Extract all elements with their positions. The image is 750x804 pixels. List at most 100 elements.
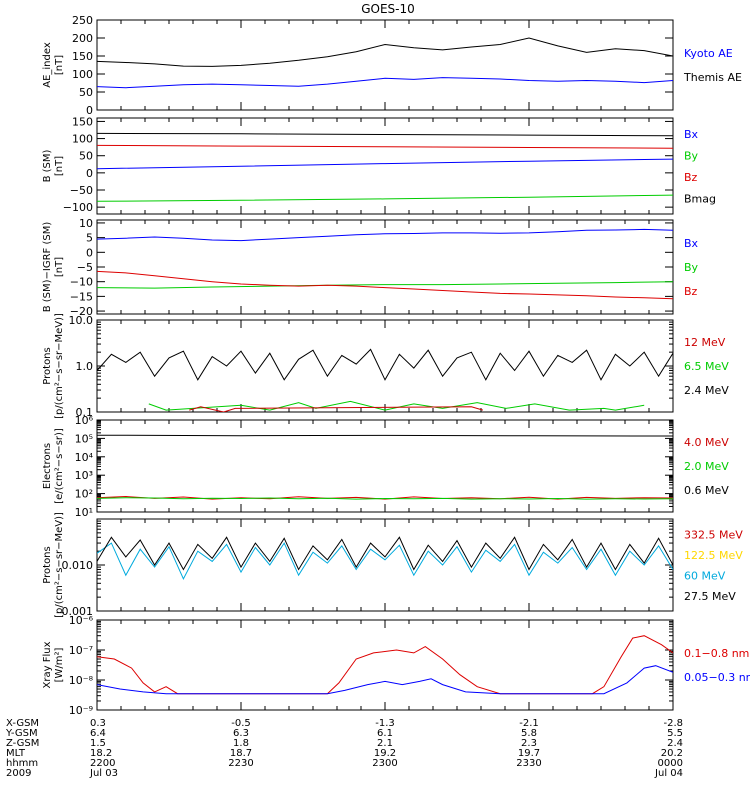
y-axis-label: Electrons: [42, 443, 53, 489]
series-line: [148, 400, 645, 411]
y-axis-label: Xray Flux: [42, 641, 53, 688]
panel-2: [96, 117, 674, 215]
y-tick-label: 0: [86, 246, 93, 259]
series-line: [97, 132, 673, 137]
ephemeris-value: Jul 04: [654, 768, 683, 779]
plot-title: GOES-10: [361, 2, 415, 16]
panel-6-frame: [96, 518, 674, 612]
series-line: [97, 348, 673, 381]
ephemeris-row-label: 2009: [6, 768, 31, 779]
ephemeris-value: -2.1: [519, 718, 539, 729]
ephemeris-value: 5.8: [521, 728, 537, 739]
series-line: [97, 37, 673, 67]
panel-7-frame: [96, 619, 674, 711]
y-axis-label: [nT]: [54, 156, 65, 176]
y-tick-label: 50: [79, 86, 93, 99]
legend-label: 60 MeV: [684, 569, 726, 582]
series-line: [97, 228, 673, 242]
y-tick-label: 10³: [75, 469, 93, 482]
legend-label: Bz: [684, 285, 698, 298]
series-line: [97, 536, 673, 571]
y-tick-label: 0: [86, 104, 93, 117]
ephemeris-value: 6.3: [233, 728, 249, 739]
y-tick-label: 10²: [75, 488, 93, 501]
series-line: [97, 281, 673, 289]
y-axis-label: [p/(cm²−s−sr−MeV)]: [54, 512, 65, 618]
series-line: [97, 144, 673, 149]
y-axis-label: Protons: [42, 347, 53, 384]
y-axis-label: [nT]: [54, 257, 65, 277]
ephemeris-value: 2.4: [667, 738, 683, 749]
y-tick-label: −100: [63, 201, 93, 214]
panel-1: [96, 19, 674, 111]
y-tick-label: 10¹: [75, 506, 93, 519]
ephemeris-row-label: MLT: [6, 748, 26, 759]
legend-label: 4.0 MeV: [684, 436, 729, 449]
y-tick-label: −5: [77, 261, 93, 274]
ephemeris-row-label: Y-GSM: [5, 728, 38, 739]
legend-label: 2.0 MeV: [684, 460, 729, 473]
y-tick-label: 10.0: [69, 314, 94, 327]
panel-1-frame: [96, 19, 674, 111]
y-tick-label: 0.1: [76, 406, 94, 419]
panel-4-frame: [96, 319, 674, 413]
legend-label: By: [684, 261, 699, 274]
y-tick-label: −10: [70, 276, 93, 289]
legend-label: 0.6 MeV: [684, 484, 729, 497]
series-line: [97, 270, 673, 300]
y-tick-label: −15: [70, 290, 93, 303]
y-axis-label: B (SM)−IGRF (SM): [42, 222, 53, 313]
y-tick-label: 0: [86, 167, 93, 180]
ephemeris-value: 6.4: [90, 728, 106, 739]
series-line: [97, 497, 673, 500]
y-axis-label: [W/m²]: [54, 647, 65, 682]
ephemeris-value: 2.3: [521, 738, 537, 749]
y-tick-label: 150: [72, 50, 93, 63]
y-tick-label: 0.010: [62, 559, 94, 572]
legend-label: 122.5 MeV: [684, 549, 743, 562]
ephemeris-value: 18.7: [230, 748, 252, 759]
y-tick-label: 50: [79, 150, 93, 163]
series-line: [97, 495, 673, 500]
y-tick-label: 5: [86, 232, 93, 245]
legend-label: 6.5 MeV: [684, 360, 729, 373]
series-line: [97, 542, 673, 580]
panel-6: [96, 518, 674, 612]
legend-label: Themis AE: [683, 71, 742, 84]
legend-label: 0.05−0.3 nm: [684, 671, 750, 684]
ephemeris-value: Jul 03: [89, 768, 118, 779]
y-tick-label: 10⁶: [75, 414, 94, 427]
legend-label: By: [684, 149, 699, 162]
panel-3: [96, 219, 674, 315]
ephemeris-row-label: Z-GSM: [6, 738, 39, 749]
y-tick-label: 200: [72, 32, 93, 45]
ephemeris-value: 2330: [516, 758, 541, 769]
ephemeris-value: -1.3: [375, 718, 395, 729]
legend-label: 12 MeV: [684, 336, 726, 349]
series-line: [97, 665, 673, 695]
y-axis-label: [nT]: [54, 55, 65, 75]
ephemeris-value: 2300: [372, 758, 397, 769]
legend-label: 27.5 MeV: [684, 590, 736, 603]
legend-label: Bx: [684, 128, 699, 141]
y-tick-label: 100: [72, 133, 93, 146]
ephemeris-value: 19.2: [374, 748, 396, 759]
y-axis-label: Protons: [42, 546, 53, 583]
y-axis-label: B (SM): [42, 149, 53, 182]
series-line: [97, 77, 673, 89]
series-line: [97, 635, 673, 695]
series-line: [97, 194, 673, 202]
panel-7: [96, 619, 674, 711]
legend-label: 332.5 MeV: [684, 528, 743, 541]
y-tick-label: 10⁻⁷: [69, 644, 93, 657]
ephemeris-row-label: hhmm: [6, 758, 38, 769]
ephemeris-value: 1.8: [233, 738, 249, 749]
y-tick-label: −50: [70, 184, 93, 197]
series-line: [97, 158, 673, 170]
y-tick-label: 1.0: [76, 360, 94, 373]
panel-5: [96, 419, 674, 513]
ephemeris-value: 6.1: [377, 728, 393, 739]
ephemeris-value: 2200: [90, 758, 115, 769]
panel-2-frame: [96, 117, 674, 215]
